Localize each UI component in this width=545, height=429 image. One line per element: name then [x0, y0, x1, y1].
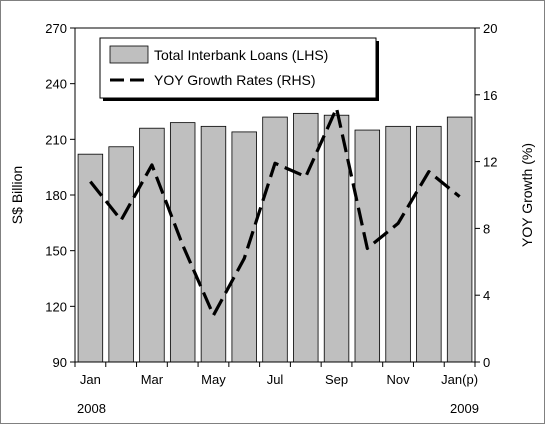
growth-rate-line: [89, 106, 461, 317]
y-left-tick-label: 210: [45, 132, 67, 147]
y-left-tick-label: 270: [45, 21, 67, 36]
bar-2: [108, 146, 134, 363]
bar-1: [77, 153, 104, 363]
bar-12: [416, 125, 442, 363]
bar-11: [385, 125, 411, 363]
bar-6: [231, 131, 257, 363]
bar-5: [200, 125, 227, 363]
y-left-tick-label: 90: [53, 355, 67, 370]
y-axis-left-title: S$ Billion: [9, 166, 25, 224]
bar-9: [323, 114, 350, 363]
x-tick-label: Nov: [387, 372, 411, 387]
x-year-label-end: 2009: [450, 401, 479, 416]
x-tick-label: Sep: [325, 372, 348, 387]
legend-label-line: YOY Growth Rates (RHS): [154, 72, 316, 88]
x-tick-label: Jan: [80, 372, 101, 387]
y-left-tick-label: 120: [45, 299, 67, 314]
y-right-tick-label: 8: [483, 221, 490, 236]
y-left-tick-label: 150: [45, 244, 67, 259]
x-year-label-start: 2008: [77, 401, 106, 416]
x-tick-label: Jan(p): [441, 372, 478, 387]
bar-8: [293, 112, 319, 363]
y-left-tick-label: 240: [45, 77, 67, 92]
x-tick-label: Jul: [267, 372, 284, 387]
legend-label-bars: Total Interbank Loans (LHS): [154, 47, 328, 63]
x-tick-label: Mar: [141, 372, 164, 387]
legend-swatch-bars: [109, 45, 149, 64]
bar-7: [262, 116, 288, 363]
line-layer: [89, 106, 461, 317]
bar-13: [446, 116, 473, 363]
bar-4: [169, 122, 196, 363]
x-tick-label: May: [201, 372, 226, 387]
y-right-tick-label: 16: [483, 88, 497, 103]
y-right-tick-label: 4: [483, 288, 490, 303]
axes-layer: 90 120 150 180 210 240 270 0 4 8 12 16 20 Jan Mar May Ju…: [45, 21, 497, 387]
y-left-tick-label: 180: [45, 188, 67, 203]
y-axis-right-title: YOY Growth (%): [519, 143, 535, 247]
bar-3: [139, 127, 165, 363]
y-right-tick-label: 0: [483, 355, 490, 370]
y-right-tick-label: 12: [483, 155, 497, 170]
legend: Total Interbank Loans (LHS) YOY Growth R…: [99, 37, 379, 101]
y-right-tick-label: 20: [483, 21, 497, 36]
